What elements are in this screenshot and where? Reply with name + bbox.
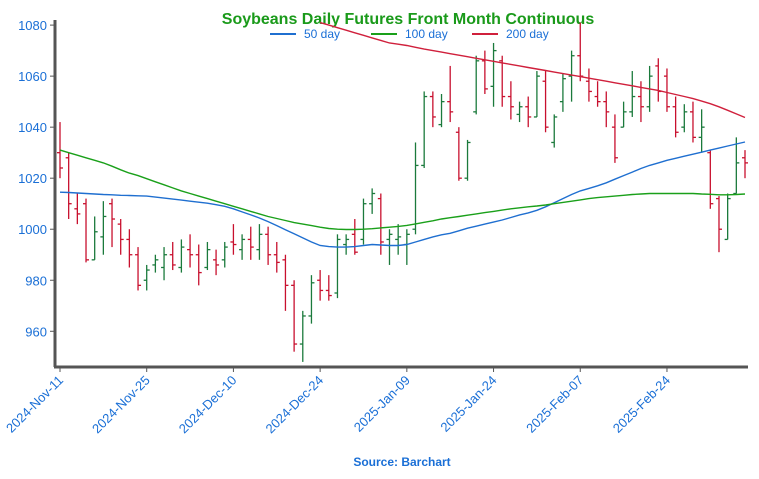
x-tick-label: 2025-Feb-07 xyxy=(523,373,586,436)
x-tick-label: 2024-Nov-11 xyxy=(3,373,66,436)
x-tick-label: 2024-Dec-24 xyxy=(262,373,326,437)
source-note: Source: Barchart xyxy=(353,455,450,469)
moving-average-line xyxy=(319,21,746,119)
y-tick-label: 960 xyxy=(25,324,47,339)
x-tick-label: 2025-Jan-09 xyxy=(351,373,413,435)
y-tick-label: 1000 xyxy=(18,222,47,237)
moving-average-line xyxy=(59,149,746,231)
y-tick-label: 980 xyxy=(25,273,47,288)
y-tick-label: 1080 xyxy=(18,18,47,33)
legend-label: 200 day xyxy=(506,27,549,41)
x-tick-label: 2024-Nov-25 xyxy=(89,373,153,437)
x-tick-label: 2025-Jan-24 xyxy=(437,373,499,435)
chart-title: Soybeans Daily Futures Front Month Conti… xyxy=(222,11,595,28)
moving-average-line xyxy=(59,141,746,248)
legend-label: 100 day xyxy=(405,27,448,41)
x-tick-label: 2024-Dec-10 xyxy=(176,373,240,437)
y-tick-label: 1020 xyxy=(18,171,47,186)
x-tick-label: 2025-Feb-24 xyxy=(610,373,673,436)
legend-label: 50 day xyxy=(304,27,340,41)
y-tick-label: 1040 xyxy=(18,120,47,135)
y-tick-label: 1060 xyxy=(18,69,47,84)
